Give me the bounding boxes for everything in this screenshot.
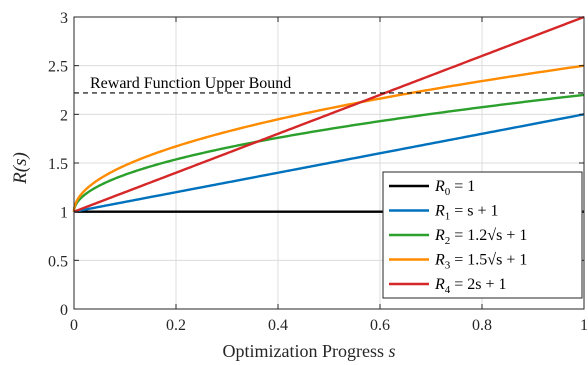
axis-ticks: 0 0.2 0.4 0.6 0.8 1 0 0.5 1 1.5 2 2.5 3 [48, 10, 588, 334]
upper-bound-label: Reward Function Upper Bound [90, 75, 291, 92]
legend-label: R4 = 2s + 1 [434, 276, 507, 296]
y-tick-label: 1 [60, 205, 68, 222]
legend-item-r4: R4 = 2s + 1 [389, 276, 507, 296]
y-tick-label: 3 [60, 10, 68, 27]
x-tick-label: 1 [580, 317, 588, 334]
legend-label: R1 = s + 1 [434, 203, 499, 223]
legend-label: R3 = 1.5√s + 1 [434, 252, 527, 272]
legend-item-r3: R3 = 1.5√s + 1 [389, 252, 527, 272]
series-line-r2 [72, 93, 585, 213]
x-tick-label: 0.8 [472, 317, 492, 334]
legend-item-r2: R2 = 1.2√s + 1 [389, 227, 527, 247]
x-axis-label-text: Optimization Progress [223, 341, 384, 361]
series-line-r1 [72, 113, 585, 213]
y-tick-label: 1.5 [48, 156, 68, 173]
y-tick-label: 0.5 [48, 253, 68, 270]
legend: R0 = 1 R1 = s + 1 R2 = 1.2√s + 1 R3 = 1.5√s… [382, 171, 583, 299]
y-tick-label: 2.5 [48, 59, 68, 76]
svg-text:Optimization Progress s: Optimization Progress s [223, 341, 396, 361]
legend-label: R2 = 1.2√s + 1 [434, 227, 527, 247]
x-tick-label: 0.6 [370, 317, 390, 334]
x-axis-label: Optimization Progress s [223, 341, 396, 361]
legend-item-r1: R1 = s + 1 [389, 203, 499, 223]
x-tick-label: 0.4 [268, 317, 288, 334]
y-tick-label: 0 [60, 302, 68, 319]
series-line-r3 [72, 64, 585, 213]
x-tick-label: 0 [70, 317, 78, 334]
x-axis-label-var: s [388, 341, 395, 361]
legend-item-r0: R0 = 1 [389, 178, 475, 198]
y-axis-label: R(s) [10, 152, 31, 185]
legend-label: R0 = 1 [434, 178, 475, 198]
x-tick-label: 0.2 [166, 317, 186, 334]
series-line-r4 [72, 15, 585, 213]
y-tick-label: 2 [60, 107, 68, 124]
